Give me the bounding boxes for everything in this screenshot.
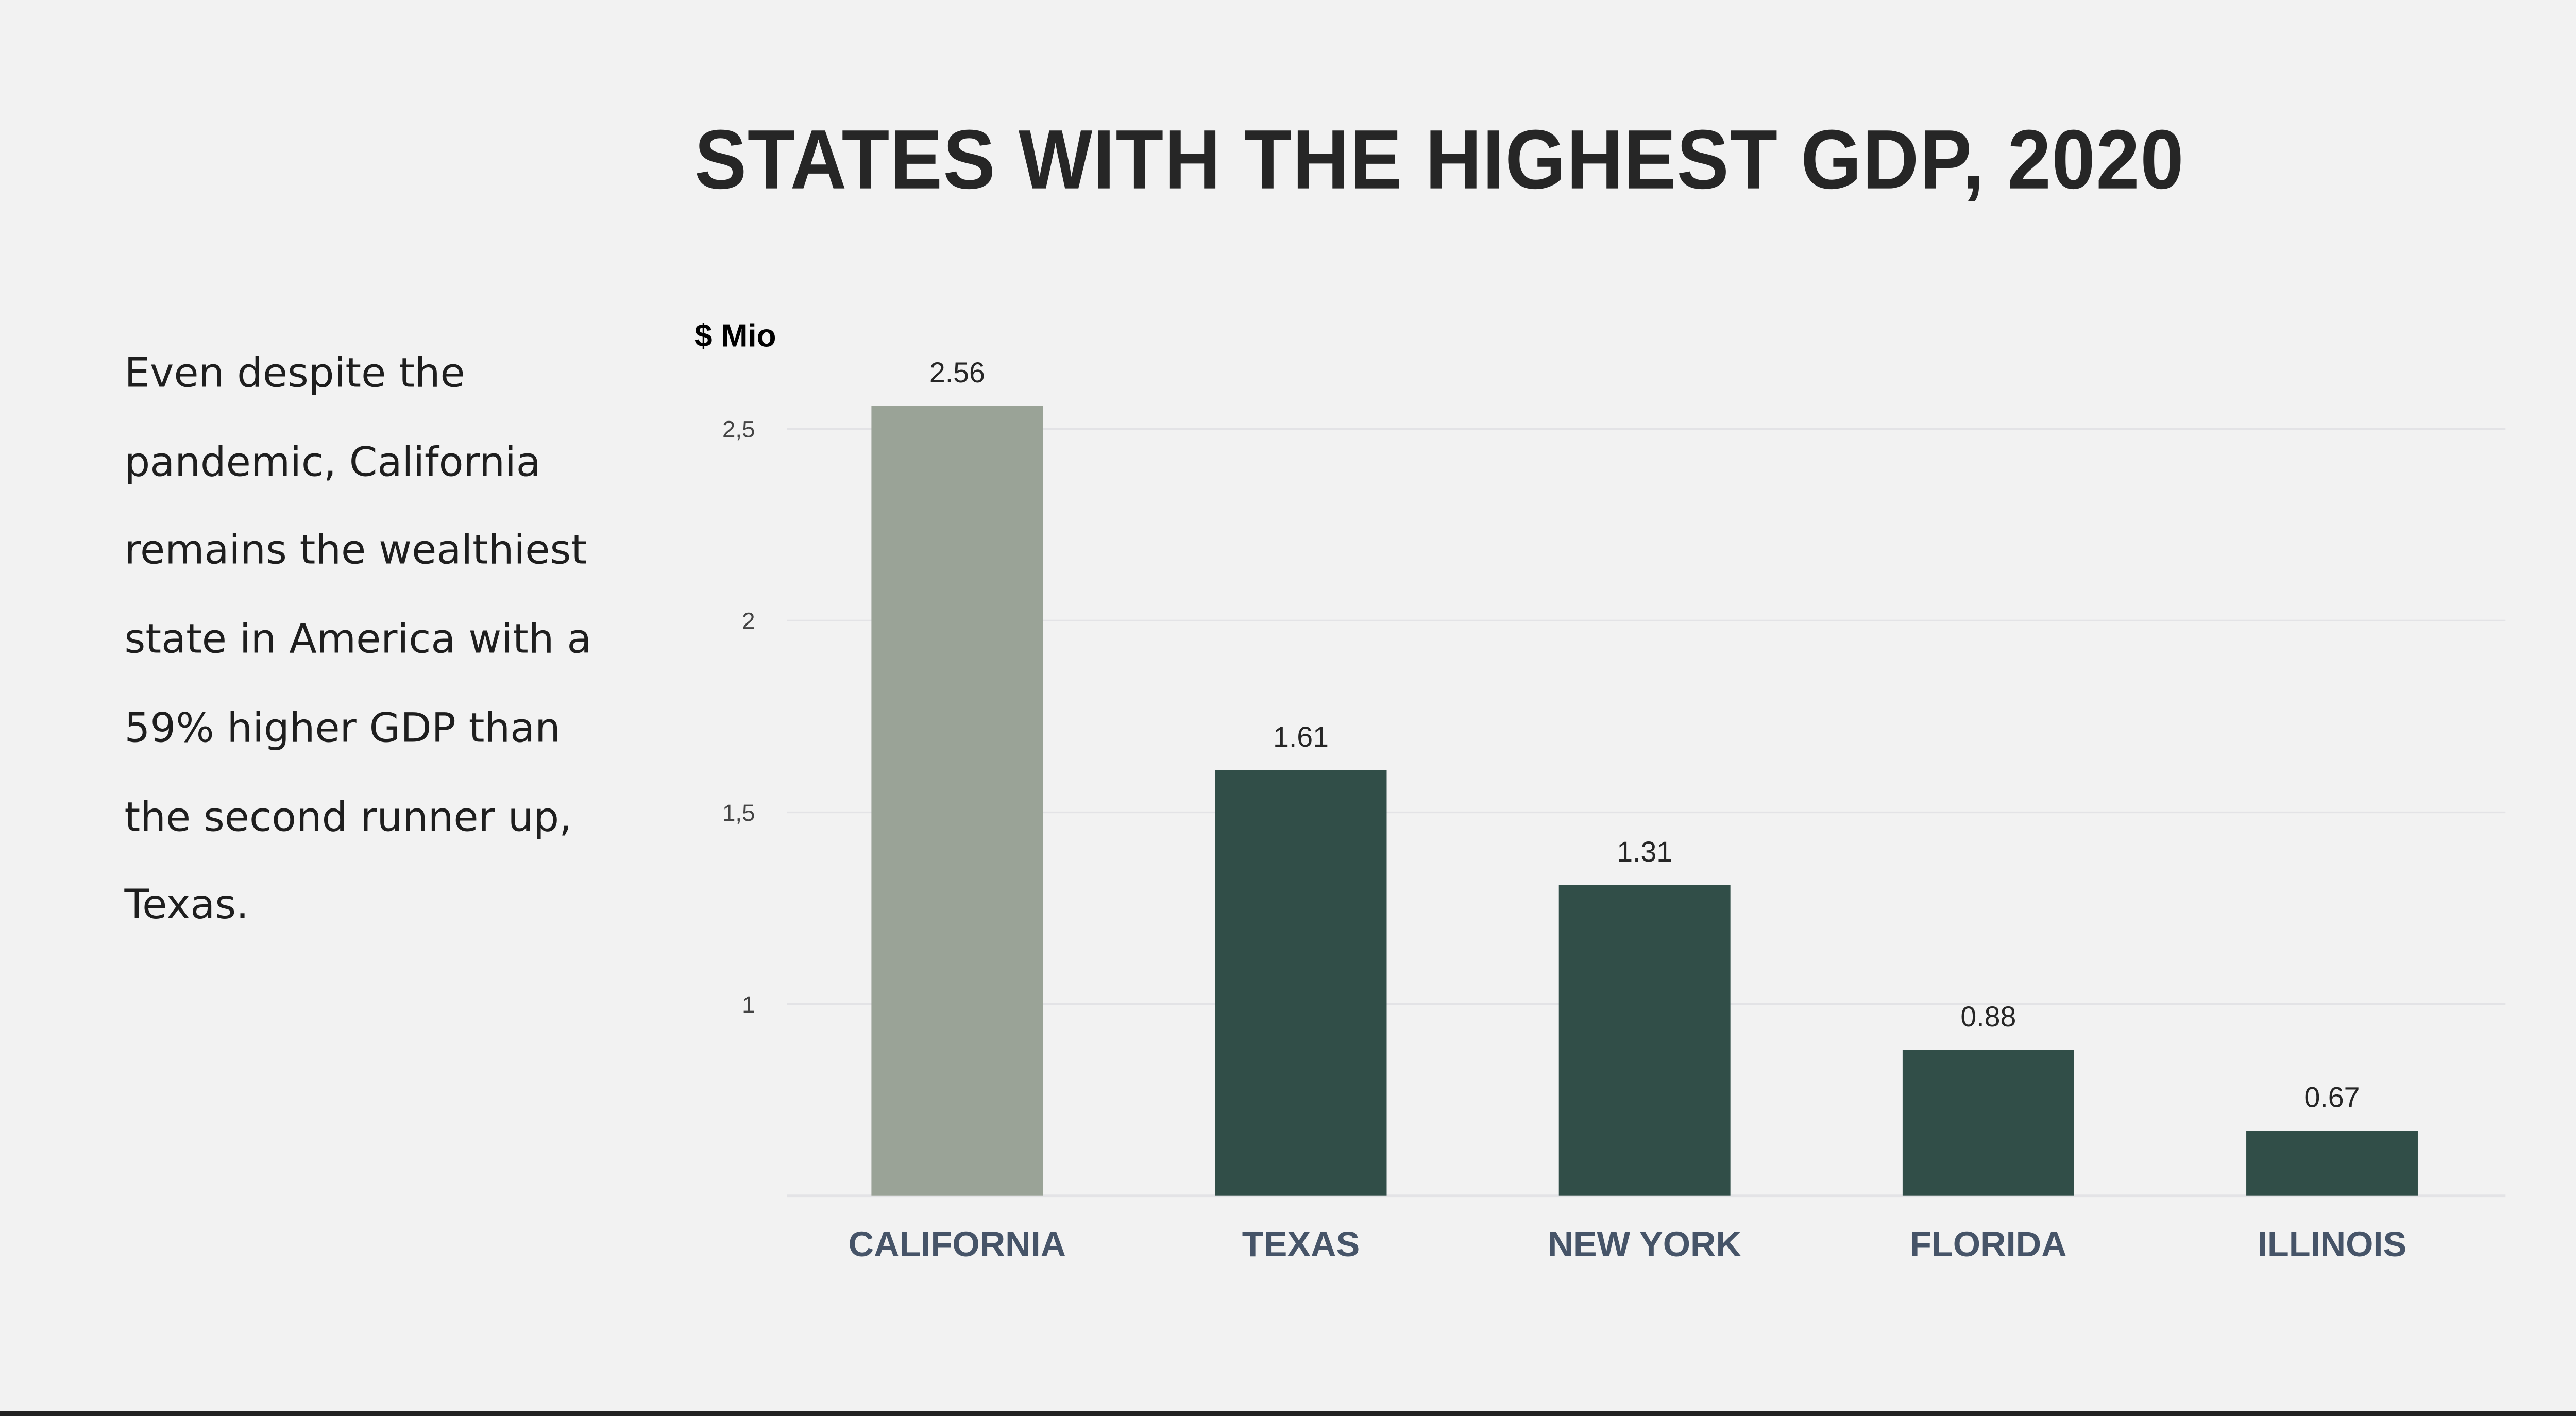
description-text: Even despite the pandemic, California re…	[124, 349, 592, 929]
chart-title: STATES WITH THE HIGHEST GDP, 2020	[694, 112, 2185, 207]
bar	[1558, 885, 1731, 1196]
x-tick-label: ILLINOIS	[2258, 1224, 2406, 1264]
x-tick-label: CALIFORNIA	[849, 1224, 1066, 1264]
bar	[871, 406, 1043, 1196]
bar	[1902, 1050, 2074, 1196]
data-label: 0.88	[1960, 1001, 2016, 1033]
y-tick-label: 2	[742, 608, 755, 634]
bar	[2246, 1131, 2418, 1196]
data-label: 1.61	[1273, 721, 1329, 753]
y-axis-unit-label: $ Mio	[694, 319, 776, 355]
x-tick-label: TEXAS	[1242, 1224, 1360, 1264]
y-tick-label: 2,5	[722, 416, 755, 443]
data-label: 2.56	[929, 357, 985, 389]
bottom-border	[0, 1411, 2576, 1416]
x-tick-label: NEW YORK	[1548, 1224, 1741, 1264]
x-tick-label: FLORIDA	[1910, 1224, 2067, 1264]
y-tick-label: 1,5	[722, 800, 755, 826]
bar	[1215, 770, 1387, 1196]
data-label: 1.31	[1617, 836, 1672, 868]
y-tick-label: 1	[742, 991, 755, 1018]
data-label: 0.67	[2304, 1081, 2360, 1113]
